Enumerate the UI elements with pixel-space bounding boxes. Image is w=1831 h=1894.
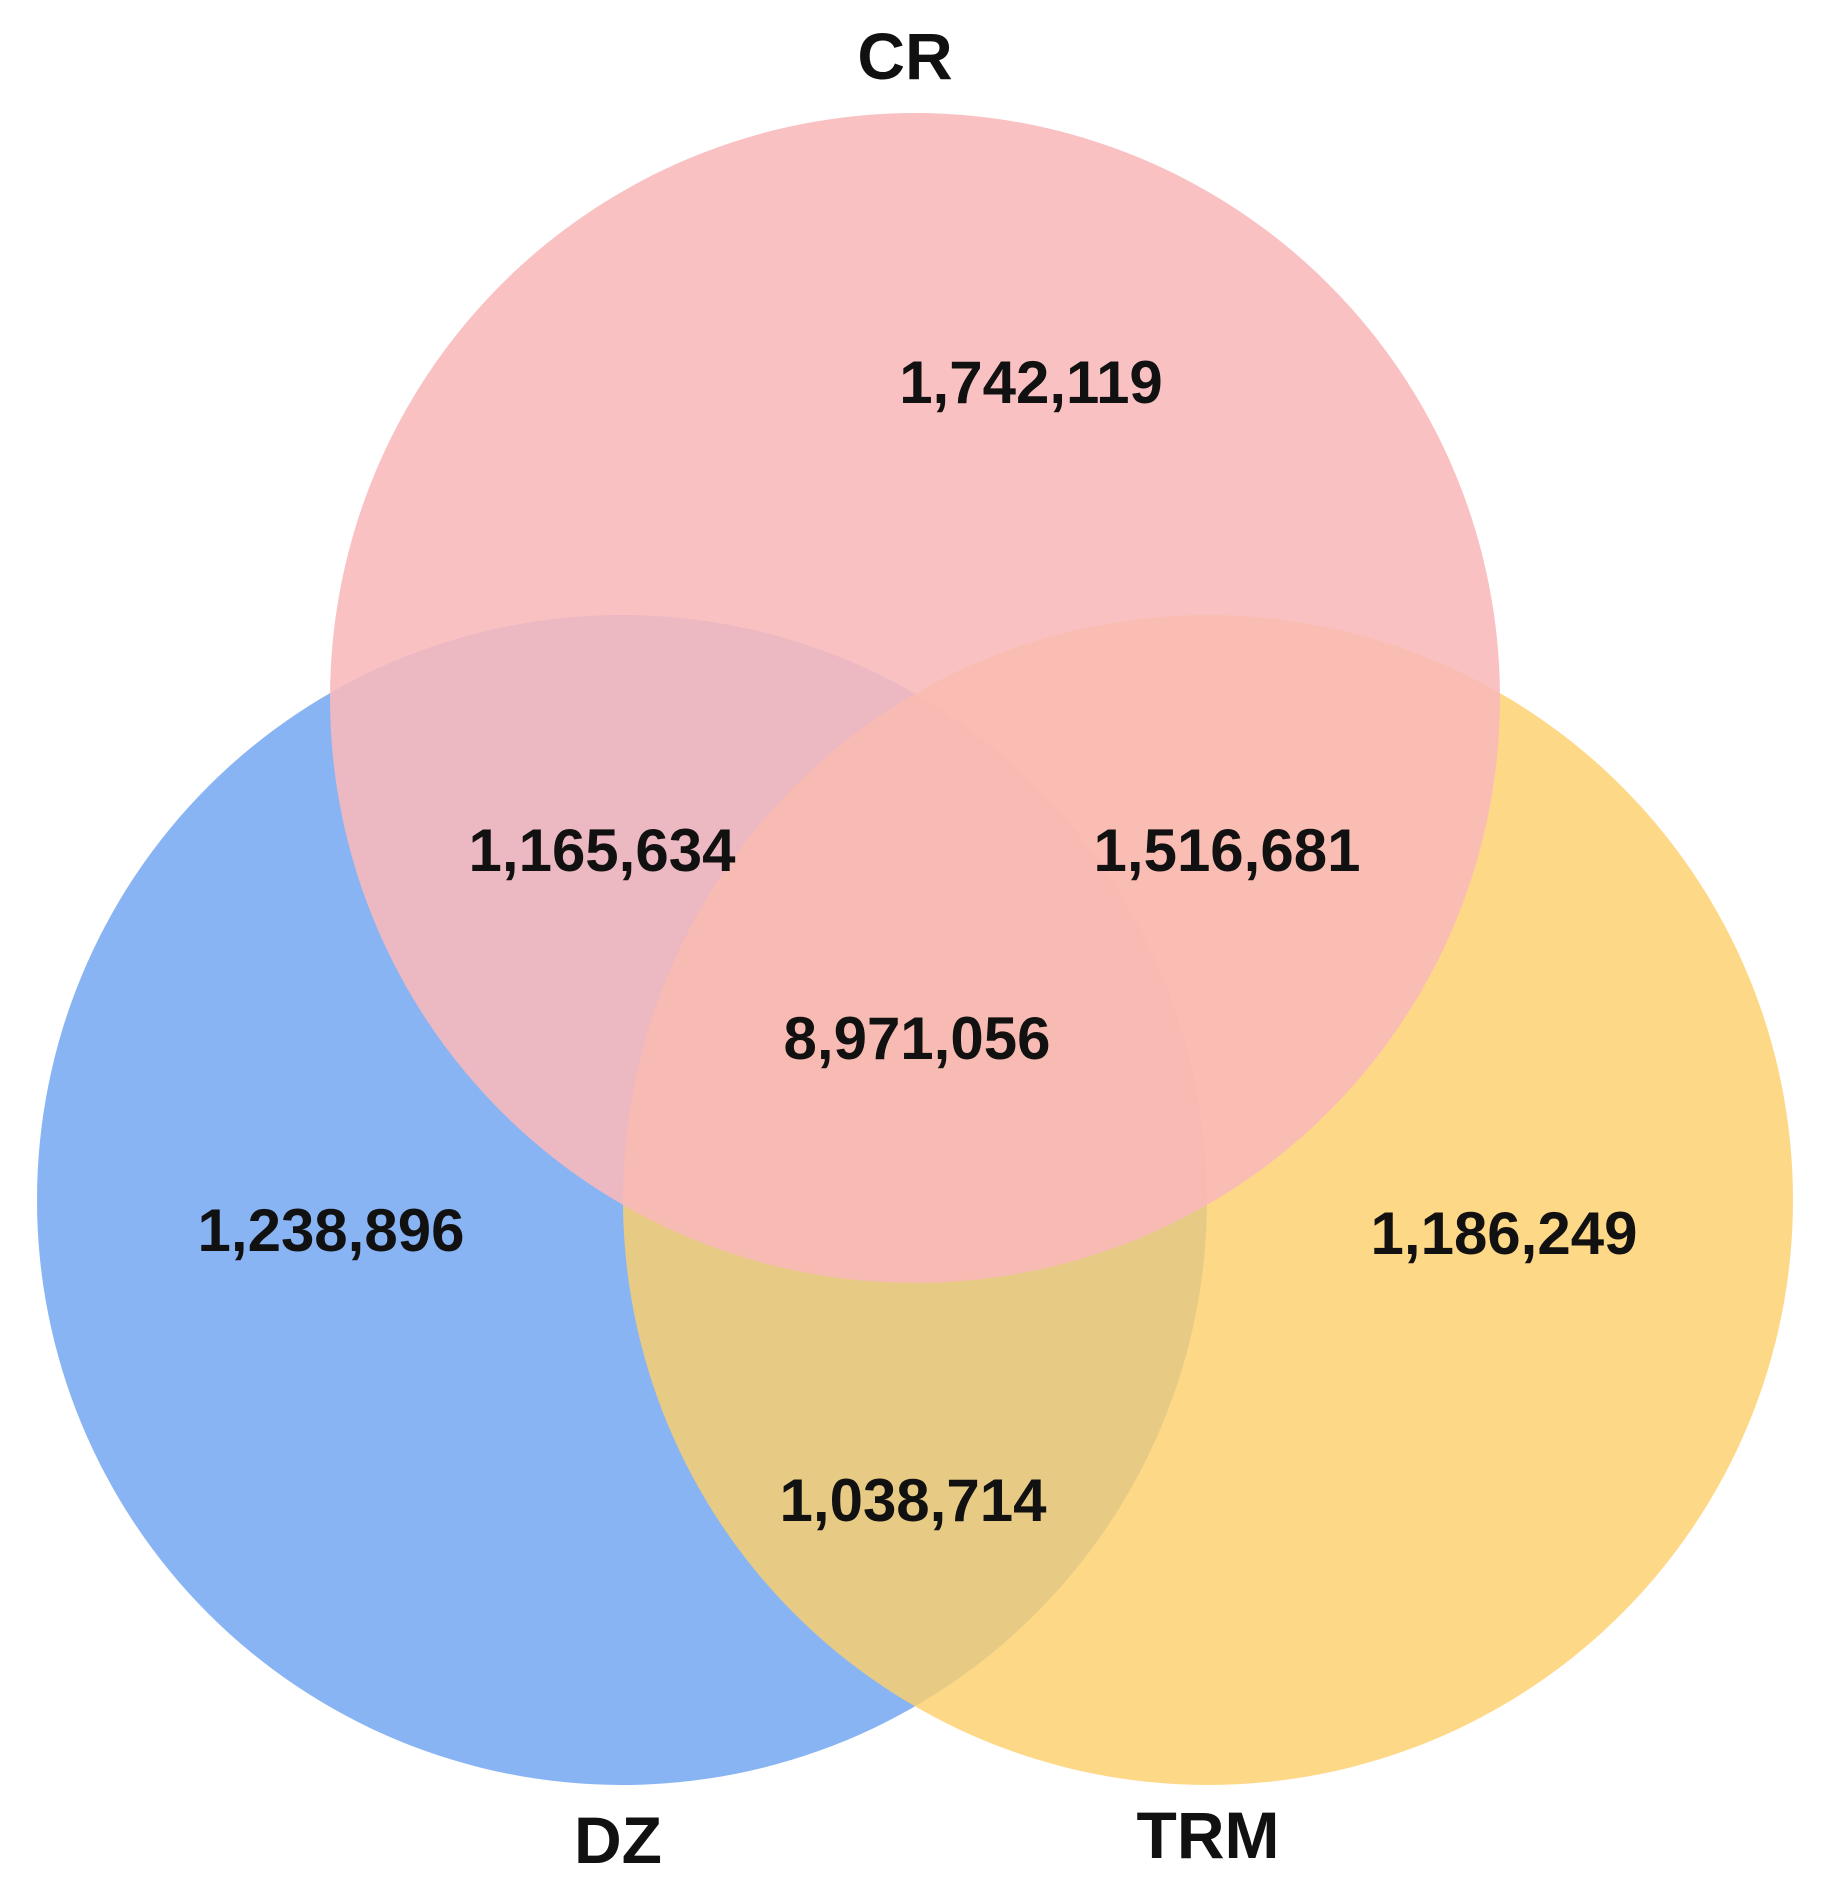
- all-sets-count: 8,971,056: [784, 1005, 1051, 1072]
- dz-trm-count: 1,038,714: [780, 1467, 1048, 1534]
- dz-only-count: 1,238,896: [198, 1197, 465, 1264]
- trm-only-count: 1,186,249: [1371, 1200, 1638, 1267]
- trm-set-label: TRM: [1137, 1798, 1280, 1872]
- cr-only-count: 1,742,119: [899, 349, 1163, 416]
- cr-set-label: CR: [857, 19, 952, 93]
- cr-trm-count: 1,516,681: [1094, 817, 1361, 884]
- dz-set-label: DZ: [574, 1803, 662, 1877]
- cr-dz-count: 1,165,634: [469, 817, 737, 884]
- cr-circle: [330, 113, 1500, 1283]
